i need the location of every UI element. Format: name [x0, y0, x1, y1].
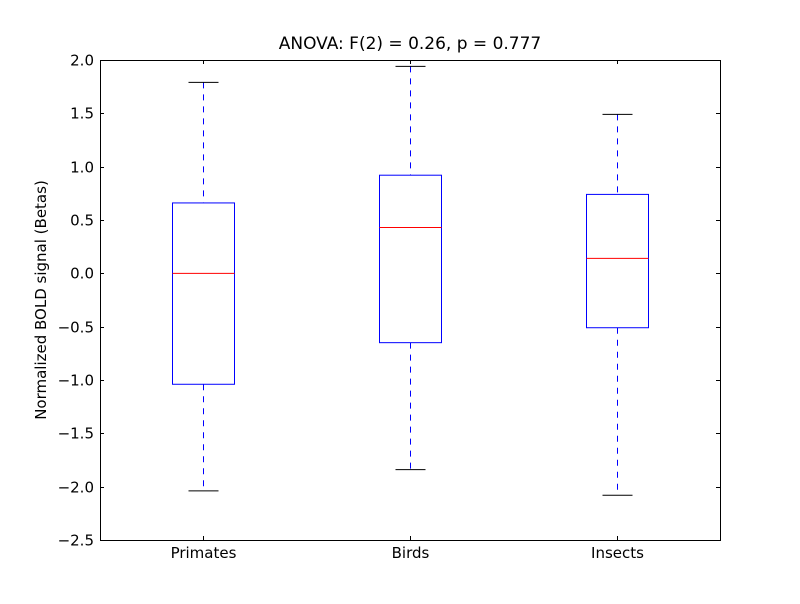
y-tick-label: 1.0 [70, 159, 94, 177]
y-tick-label: −1.5 [58, 425, 94, 443]
chart-title: ANOVA: F(2) = 0.26, p = 0.777 [279, 34, 542, 54]
x-tick-label: Insects [591, 544, 644, 562]
y-tick-label: −0.5 [58, 319, 94, 337]
box-birds [379, 174, 442, 344]
y-tick-label: 1.5 [70, 105, 94, 123]
y-tick-label: −2.0 [58, 479, 94, 497]
y-tick-label: 0.5 [70, 212, 94, 230]
x-tick-label: Birds [392, 544, 430, 562]
y-axis-label: Normalized BOLD signal (Betas) [32, 180, 50, 420]
plot-frame [100, 60, 721, 541]
y-tick-label: 0.0 [70, 265, 94, 283]
y-tick-label: −2.5 [58, 532, 94, 550]
box-insects [586, 193, 649, 329]
x-tick-label: Primates [171, 544, 237, 562]
y-tick-label: −1.0 [58, 372, 94, 390]
box-primates [172, 202, 235, 385]
y-tick-label: 2.0 [70, 52, 94, 70]
